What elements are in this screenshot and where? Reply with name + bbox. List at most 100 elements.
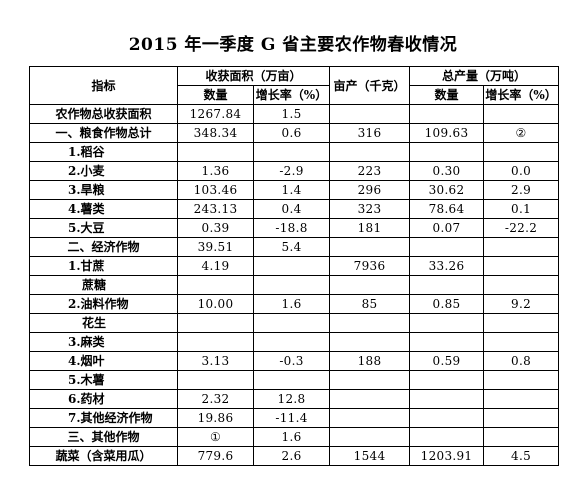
cell-area-growth: 2.6 bbox=[252, 446, 331, 466]
cell-output bbox=[409, 332, 485, 352]
table-row: 6.药材 2.32 12.8 bbox=[29, 389, 560, 409]
cell-output-growth bbox=[483, 104, 560, 124]
cell-output: 0.07 bbox=[409, 218, 485, 238]
cell-yield bbox=[329, 142, 411, 162]
row-label: 农作物总收获面积 bbox=[29, 104, 178, 124]
cell-output-growth bbox=[483, 237, 560, 257]
row-label: 蔬菜（含菜用瓜） bbox=[29, 446, 178, 466]
cell-output-growth bbox=[483, 313, 560, 333]
table-row: 7.其他经济作物 19.86 -11.4 bbox=[29, 408, 560, 428]
table-row: 3.麻类 bbox=[29, 332, 560, 352]
cell-yield: 181 bbox=[329, 218, 411, 238]
cell-area-growth bbox=[252, 370, 331, 390]
cell-output-growth: 0.1 bbox=[483, 199, 560, 219]
cell-area bbox=[177, 313, 254, 333]
cell-output-growth bbox=[483, 275, 560, 295]
cell-yield: 7936 bbox=[329, 256, 411, 276]
table-row: 一、粮食作物总计 348.34 0.6 316 109.63 ② bbox=[29, 123, 560, 143]
cell-output bbox=[409, 313, 485, 333]
cell-area: 3.13 bbox=[177, 351, 254, 371]
cell-output-growth: 4.5 bbox=[483, 446, 560, 466]
table-row: 蔬菜（含菜用瓜） 779.6 2.6 1544 1203.91 4.5 bbox=[29, 446, 560, 466]
cell-yield: 85 bbox=[329, 294, 411, 314]
header-area-growth: 增长率（%） bbox=[252, 85, 331, 105]
row-label: 蔗糖 bbox=[29, 275, 178, 295]
cell-yield bbox=[329, 275, 411, 295]
cell-yield: 223 bbox=[329, 161, 411, 181]
table-row: 3.旱粮 103.46 1.4 296 30.62 2.9 bbox=[29, 180, 560, 200]
cell-area-growth: 0.6 bbox=[252, 123, 331, 143]
header-output-group: 总产量（万吨） bbox=[409, 66, 560, 86]
cell-area-growth: 1.6 bbox=[252, 427, 331, 447]
table-row: 2.小麦 1.36 -2.9 223 0.30 0.0 bbox=[29, 161, 560, 181]
cell-output bbox=[409, 142, 485, 162]
cell-yield bbox=[329, 237, 411, 257]
cell-output-growth: 0.8 bbox=[483, 351, 560, 371]
cell-area: 243.13 bbox=[177, 199, 254, 219]
table-row: 2.油料作物 10.00 1.6 85 0.85 9.2 bbox=[29, 294, 560, 314]
cell-area: 39.51 bbox=[177, 237, 254, 257]
cell-yield bbox=[329, 389, 411, 409]
cell-output: 0.30 bbox=[409, 161, 485, 181]
row-label: 2.小麦 bbox=[29, 161, 178, 181]
cell-output bbox=[409, 275, 485, 295]
table-row: 花生 bbox=[29, 313, 560, 333]
cell-area: 1267.84 bbox=[177, 104, 254, 124]
row-label: 4.烟叶 bbox=[29, 351, 178, 371]
cell-area: 1.36 bbox=[177, 161, 254, 181]
table-row: 4.烟叶 3.13 -0.3 188 0.59 0.8 bbox=[29, 351, 560, 371]
cell-area-growth bbox=[252, 275, 331, 295]
crop-harvest-table: 指标 收获面积（万亩） 亩产（千克） 总产量（万吨） 数量 增长率（%） 数量 … bbox=[29, 66, 560, 466]
cell-output: 1203.91 bbox=[409, 446, 485, 466]
cell-output-growth: 2.9 bbox=[483, 180, 560, 200]
cell-area: 2.32 bbox=[177, 389, 254, 409]
cell-output-growth: 0.0 bbox=[483, 161, 560, 181]
cell-area-growth: 1.5 bbox=[252, 104, 331, 124]
row-label: 3.旱粮 bbox=[29, 180, 178, 200]
cell-output bbox=[409, 427, 485, 447]
cell-output-growth: 9.2 bbox=[483, 294, 560, 314]
cell-yield bbox=[329, 104, 411, 124]
cell-output-growth bbox=[483, 427, 560, 447]
cell-yield bbox=[329, 313, 411, 333]
header-output-growth: 增长率（%） bbox=[483, 85, 560, 105]
cell-area: 348.34 bbox=[177, 123, 254, 143]
row-label: 5.大豆 bbox=[29, 218, 178, 238]
cell-output bbox=[409, 408, 485, 428]
cell-area-growth: 0.4 bbox=[252, 199, 331, 219]
cell-yield bbox=[329, 370, 411, 390]
table-row: 1.稻谷 bbox=[29, 142, 560, 162]
table-row: 农作物总收获面积 1267.84 1.5 bbox=[29, 104, 560, 124]
header-area-group: 收获面积（万亩） bbox=[176, 66, 331, 86]
header-output-quantity: 数量 bbox=[409, 85, 485, 105]
table-row: 二、经济作物 39.51 5.4 bbox=[29, 237, 560, 257]
cell-output bbox=[409, 389, 485, 409]
row-label: 7.其他经济作物 bbox=[29, 408, 178, 428]
cell-area-growth: 5.4 bbox=[252, 237, 331, 257]
table-row: 三、其他作物 ① 1.6 bbox=[29, 427, 560, 447]
row-label: 1.稻谷 bbox=[29, 142, 178, 162]
cell-area: 103.46 bbox=[177, 180, 254, 200]
cell-output: 33.26 bbox=[409, 256, 485, 276]
cell-output-growth bbox=[483, 408, 560, 428]
table-row: 1.甘蔗 4.19 7936 33.26 bbox=[29, 256, 560, 276]
cell-area: 779.6 bbox=[177, 446, 254, 466]
page-title: 2015 年一季度 G 省主要农作物春收情况 bbox=[128, 35, 458, 55]
cell-output: 78.64 bbox=[409, 199, 485, 219]
cell-yield: 296 bbox=[329, 180, 411, 200]
cell-area-growth: -11.4 bbox=[252, 408, 331, 428]
cell-output-growth bbox=[483, 256, 560, 276]
cell-output-growth bbox=[483, 389, 560, 409]
cell-area bbox=[177, 142, 254, 162]
table-body: 农作物总收获面积 1267.84 1.5 一、粮食作物总计 348.34 0.6 316 10… bbox=[29, 104, 560, 466]
row-label: 二、经济作物 bbox=[29, 237, 178, 257]
cell-area-growth: -2.9 bbox=[252, 161, 331, 181]
cell-area: 10.00 bbox=[177, 294, 254, 314]
cell-yield: 323 bbox=[329, 199, 411, 219]
cell-yield: 1544 bbox=[329, 446, 411, 466]
row-label: 花生 bbox=[29, 313, 178, 333]
cell-output: 0.59 bbox=[409, 351, 485, 371]
cell-yield: 316 bbox=[329, 123, 411, 143]
cell-area bbox=[177, 332, 254, 352]
table-row: 4.薯类 243.13 0.4 323 78.64 0.1 bbox=[29, 199, 560, 219]
